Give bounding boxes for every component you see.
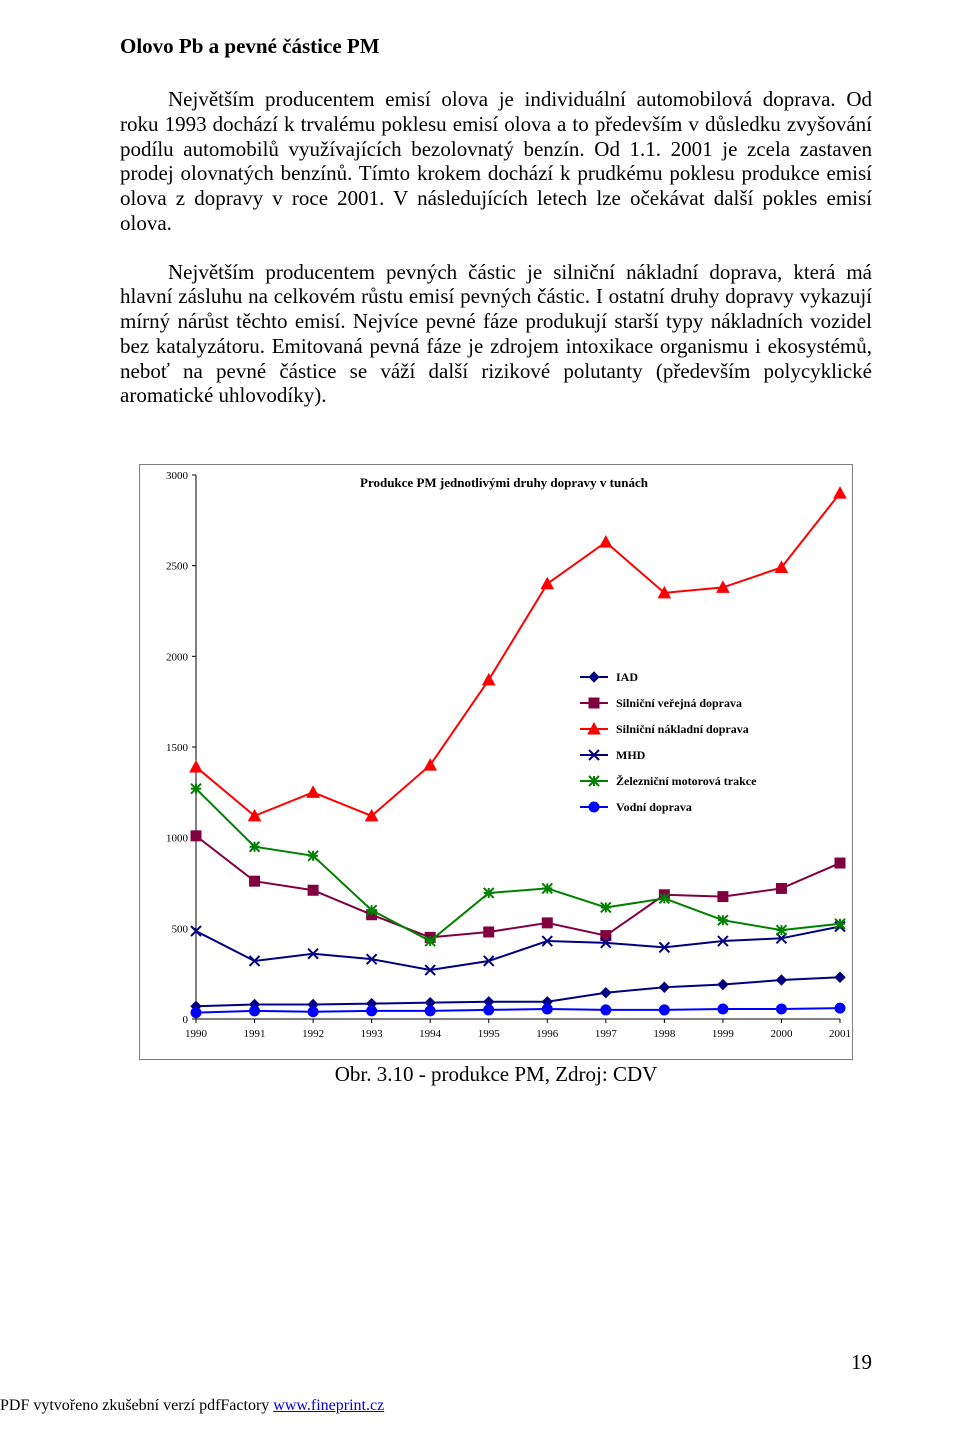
footer-link[interactable]: www.fineprint.cz <box>273 1397 384 1414</box>
marker-diamond <box>835 972 845 982</box>
marker-triangle <box>483 674 495 685</box>
legend-label: IAD <box>616 670 638 684</box>
marker-triangle <box>190 761 202 772</box>
marker-circle <box>601 1005 611 1015</box>
x-tick-label: 1990 <box>185 1028 208 1040</box>
marker-square <box>484 927 494 937</box>
marker-circle <box>542 1004 552 1014</box>
pm-chart-svg: Produkce PM jednotlivými druhy dopravy v… <box>140 465 852 1059</box>
marker-circle <box>589 802 599 812</box>
y-tick-label: 2000 <box>166 652 189 664</box>
marker-triangle <box>834 487 846 498</box>
marker-diamond <box>776 975 786 985</box>
marker-square <box>191 831 201 841</box>
pm-chart: Produkce PM jednotlivými druhy dopravy v… <box>139 464 853 1060</box>
marker-circle <box>776 1004 786 1014</box>
marker-square <box>589 698 599 708</box>
series-line <box>196 977 840 1006</box>
x-tick-label: 1993 <box>361 1028 384 1040</box>
x-tick-label: 2000 <box>770 1028 793 1040</box>
series-line <box>196 493 840 816</box>
marker-circle <box>484 1005 494 1015</box>
marker-diamond <box>589 672 599 682</box>
marker-triangle <box>541 578 553 589</box>
marker-square <box>776 884 786 894</box>
y-tick-label: 1500 <box>166 742 189 754</box>
series-line <box>196 1008 840 1013</box>
section-heading: Olovo Pb a pevné částice PM <box>120 34 872 59</box>
legend-label: Vodní doprava <box>616 800 692 814</box>
y-tick-label: 3000 <box>166 470 189 482</box>
marker-square <box>718 892 728 902</box>
marker-circle <box>835 1003 845 1013</box>
marker-circle <box>659 1005 669 1015</box>
x-tick-label: 1994 <box>419 1028 442 1040</box>
legend-label: Železniční motorová trakce <box>616 774 757 788</box>
x-tick-label: 1992 <box>302 1028 324 1040</box>
marker-diamond <box>659 982 669 992</box>
x-tick-label: 1995 <box>478 1028 501 1040</box>
marker-diamond <box>601 988 611 998</box>
legend-label: Silniční veřejná doprava <box>616 696 742 710</box>
y-tick-label: 2500 <box>166 561 189 573</box>
x-tick-label: 1999 <box>712 1028 735 1040</box>
chart-title: Produkce PM jednotlivými druhy dopravy v… <box>360 475 649 490</box>
footer-text: PDF vytvořeno zkušební verzí pdfFactory <box>0 1397 273 1414</box>
marker-circle <box>191 1008 201 1018</box>
paragraph-1: Největším producentem emisí olova je ind… <box>120 87 872 236</box>
y-tick-label: 500 <box>172 924 189 936</box>
series-line <box>196 836 840 938</box>
legend-label: MHD <box>616 748 646 762</box>
x-tick-label: 1991 <box>244 1028 266 1040</box>
pdf-footer: PDF vytvořeno zkušební verzí pdfFactory … <box>0 1397 384 1415</box>
marker-circle <box>250 1006 260 1016</box>
marker-square <box>308 885 318 895</box>
marker-diamond <box>718 980 728 990</box>
legend-label: Silniční nákladní doprava <box>616 722 749 736</box>
y-tick-label: 0 <box>183 1014 189 1026</box>
x-tick-label: 2001 <box>829 1028 851 1040</box>
marker-circle <box>425 1006 435 1016</box>
marker-circle <box>308 1007 318 1017</box>
marker-circle <box>718 1004 728 1014</box>
series-line <box>196 927 840 971</box>
paragraph-2: Největším producentem pevných částic je … <box>120 260 872 409</box>
x-tick-label: 1997 <box>595 1028 618 1040</box>
figure-caption: Obr. 3.10 - produkce PM, Zdroj: CDV <box>120 1062 872 1087</box>
series-line <box>196 789 840 941</box>
marker-square <box>835 858 845 868</box>
page-number: 19 <box>851 1350 872 1375</box>
marker-square <box>542 918 552 928</box>
marker-triangle <box>600 536 612 547</box>
x-tick-label: 1996 <box>536 1028 559 1040</box>
y-tick-label: 1000 <box>166 833 189 845</box>
marker-square <box>250 876 260 886</box>
x-tick-label: 1998 <box>653 1028 676 1040</box>
marker-triangle <box>307 787 319 798</box>
marker-circle <box>367 1006 377 1016</box>
